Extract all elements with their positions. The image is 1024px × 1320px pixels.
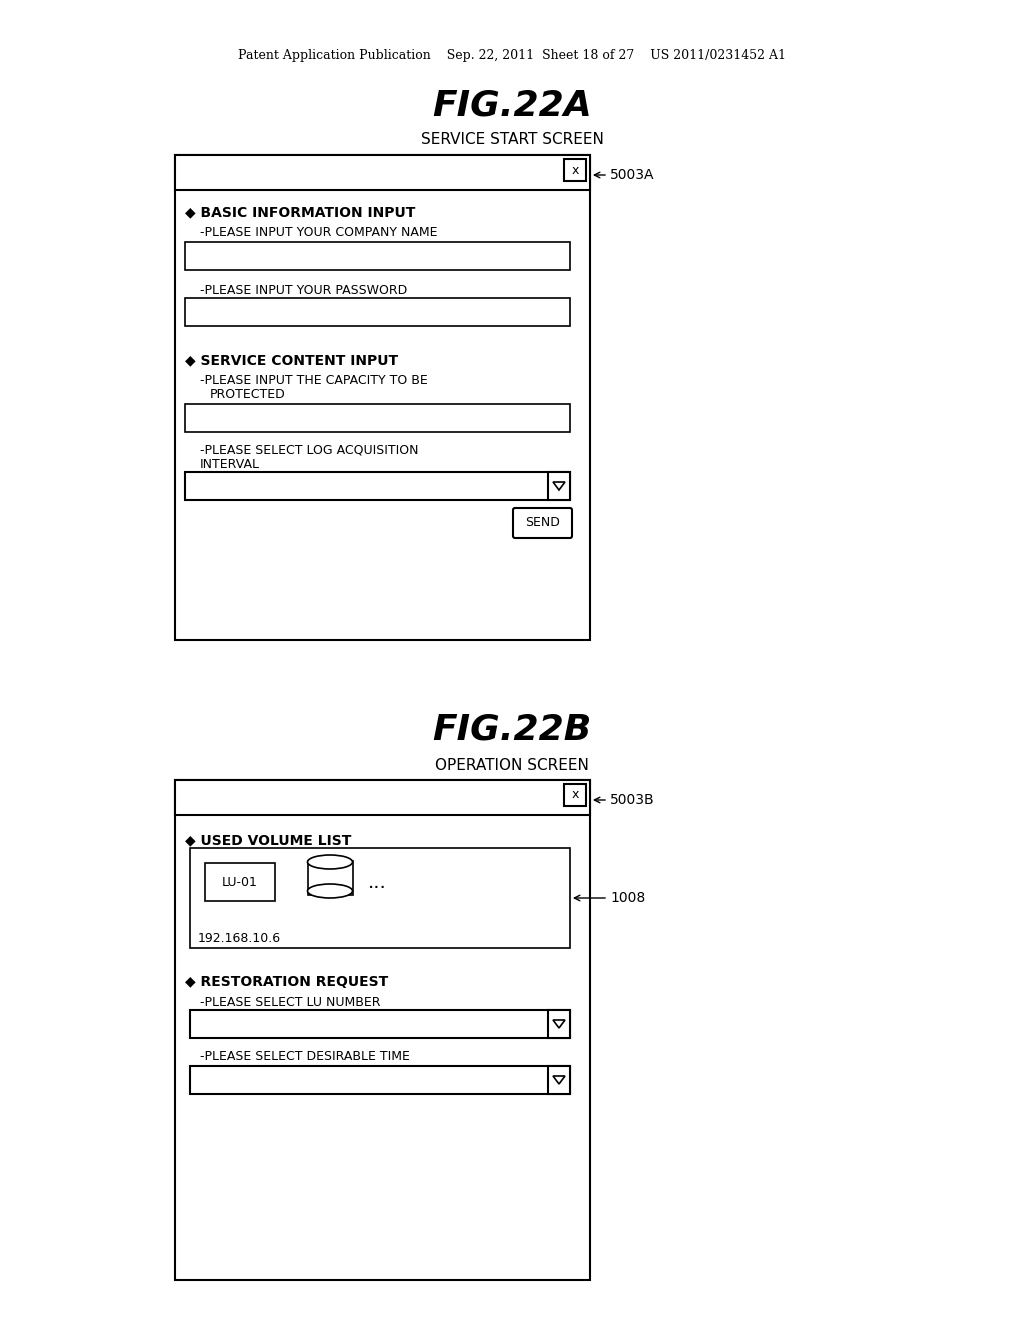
FancyBboxPatch shape (564, 158, 586, 181)
Text: 192.168.10.6: 192.168.10.6 (198, 932, 282, 945)
Text: 5003A: 5003A (610, 168, 654, 182)
FancyBboxPatch shape (190, 1010, 570, 1038)
Text: PROTECTED: PROTECTED (210, 388, 286, 400)
Text: ...: ... (368, 873, 387, 891)
Text: ◆ SERVICE CONTENT INPUT: ◆ SERVICE CONTENT INPUT (185, 352, 398, 367)
Text: x: x (571, 788, 579, 801)
Text: -PLEASE SELECT LOG ACQUISITION: -PLEASE SELECT LOG ACQUISITION (200, 444, 419, 457)
FancyBboxPatch shape (185, 242, 570, 271)
FancyBboxPatch shape (564, 784, 586, 807)
Text: SERVICE START SCREEN: SERVICE START SCREEN (421, 132, 603, 148)
Text: OPERATION SCREEN: OPERATION SCREEN (435, 758, 589, 772)
FancyBboxPatch shape (175, 154, 590, 190)
Ellipse shape (307, 884, 352, 898)
Text: ◆ RESTORATION REQUEST: ◆ RESTORATION REQUEST (185, 975, 388, 989)
Text: LU-01: LU-01 (222, 875, 258, 888)
FancyBboxPatch shape (513, 508, 572, 539)
Text: ◆ USED VOLUME LIST: ◆ USED VOLUME LIST (185, 833, 351, 847)
FancyBboxPatch shape (548, 1067, 570, 1094)
Text: ◆ BASIC INFORMATION INPUT: ◆ BASIC INFORMATION INPUT (185, 205, 416, 219)
FancyBboxPatch shape (185, 473, 570, 500)
Text: 5003B: 5003B (610, 793, 654, 807)
FancyBboxPatch shape (190, 847, 570, 948)
Text: x: x (571, 164, 579, 177)
FancyBboxPatch shape (548, 1010, 570, 1038)
FancyBboxPatch shape (175, 154, 590, 640)
Text: 1008: 1008 (610, 891, 645, 906)
Ellipse shape (307, 855, 352, 869)
FancyBboxPatch shape (185, 298, 570, 326)
FancyBboxPatch shape (205, 863, 275, 902)
Text: -PLEASE SELECT DESIRABLE TIME: -PLEASE SELECT DESIRABLE TIME (200, 1049, 410, 1063)
FancyBboxPatch shape (190, 1067, 570, 1094)
Text: -PLEASE INPUT YOUR PASSWORD: -PLEASE INPUT YOUR PASSWORD (200, 284, 408, 297)
FancyBboxPatch shape (185, 404, 570, 432)
Text: FIG.22B: FIG.22B (432, 713, 592, 747)
FancyBboxPatch shape (175, 780, 590, 1280)
Text: -PLEASE SELECT LU NUMBER: -PLEASE SELECT LU NUMBER (200, 995, 381, 1008)
FancyBboxPatch shape (548, 473, 570, 500)
FancyBboxPatch shape (175, 780, 590, 814)
FancyBboxPatch shape (307, 861, 352, 895)
Text: INTERVAL: INTERVAL (200, 458, 260, 470)
Text: FIG.22A: FIG.22A (432, 88, 592, 121)
Text: -PLEASE INPUT THE CAPACITY TO BE: -PLEASE INPUT THE CAPACITY TO BE (200, 374, 428, 387)
Text: SEND: SEND (525, 516, 560, 529)
Text: Patent Application Publication    Sep. 22, 2011  Sheet 18 of 27    US 2011/02314: Patent Application Publication Sep. 22, … (238, 49, 786, 62)
Text: -PLEASE INPUT YOUR COMPANY NAME: -PLEASE INPUT YOUR COMPANY NAME (200, 226, 437, 239)
